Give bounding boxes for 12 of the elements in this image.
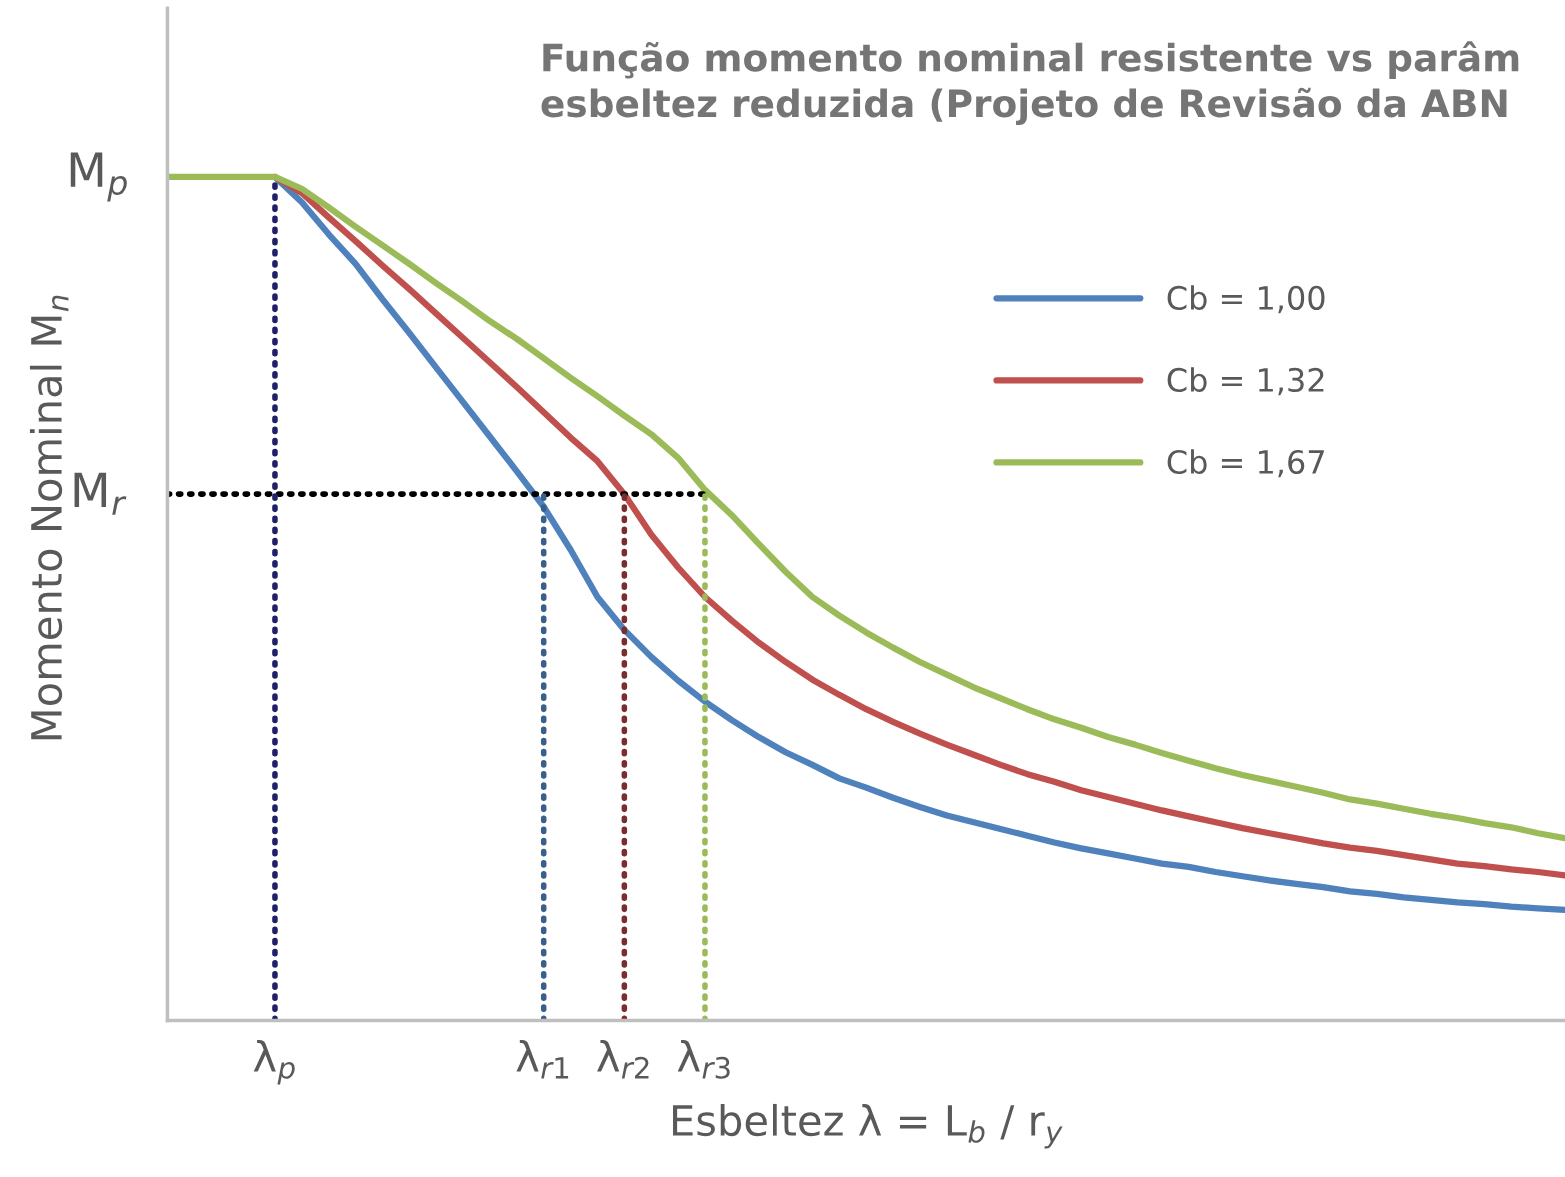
- legend-label: Cb = 1,67: [1167, 449, 1324, 478]
- chart-title: Função momento nominal resistente vs parâm esbeltez reduzida (Projeto de Revisão da ABN: [541, 41, 1519, 125]
- text: M$_{r}$: [74, 472, 127, 515]
- x-tick-label: λ$_{p}$: [253, 1039, 295, 1085]
- text: M$_{p}$: [70, 152, 127, 202]
- x-tick-label: λ$_{r2}$: [597, 1039, 649, 1079]
- x-axis-title: Esbeltez λ = L$_{b}$ / r$_{y}$: [673, 1103, 1063, 1149]
- y-axis-title: Momento Nominal M$_{n}$: [29, 295, 69, 740]
- legend-label: Cb = 1,32: [1167, 367, 1324, 396]
- x-tick-label: λ$_{r3}$: [677, 1039, 730, 1079]
- x-tick-label: λ$_{r1}$: [516, 1039, 569, 1079]
- legend-label: Cb = 1,00: [1167, 285, 1325, 314]
